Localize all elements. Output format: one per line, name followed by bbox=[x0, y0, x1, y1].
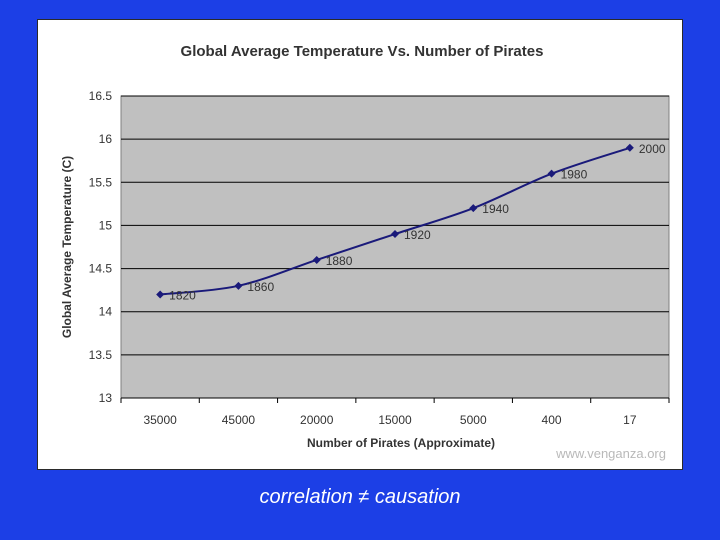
data-label: 1820 bbox=[169, 288, 196, 302]
data-label: 1920 bbox=[404, 228, 431, 242]
y-axis-label: Global Average Temperature (C) bbox=[60, 156, 74, 338]
series-temperature: 1820 1860 1880 1920 1940 1980 2000 bbox=[156, 142, 666, 302]
data-point bbox=[234, 281, 243, 290]
y-tick-label: 16 bbox=[99, 132, 113, 146]
data-point bbox=[469, 204, 478, 213]
data-point bbox=[312, 255, 321, 264]
x-tick-label: 400 bbox=[542, 413, 562, 427]
x-tick-label: 5000 bbox=[460, 413, 487, 427]
plot-area bbox=[120, 95, 670, 399]
y-tick-label: 13.5 bbox=[89, 348, 113, 362]
data-label: 2000 bbox=[639, 142, 666, 156]
x-tick-label: 15000 bbox=[378, 413, 412, 427]
watermark: www.venganza.org bbox=[556, 446, 666, 461]
y-tick-label: 14.5 bbox=[89, 262, 113, 276]
data-point bbox=[547, 169, 556, 178]
x-tick-label: 17 bbox=[623, 413, 637, 427]
chart-title: Global Average Temperature Vs. Number of… bbox=[181, 43, 544, 60]
y-axis: 13 13.5 14 14.5 15 15.5 16 16.5 bbox=[89, 89, 113, 405]
data-label: 1940 bbox=[482, 202, 509, 216]
data-point bbox=[391, 230, 399, 239]
y-tick-label: 15 bbox=[99, 218, 113, 232]
x-axis: 35000 45000 20000 15000 5000 400 17 bbox=[120, 397, 670, 427]
y-tick-label: 16.5 bbox=[89, 89, 113, 103]
data-point bbox=[625, 143, 634, 152]
x-tick-label: 45000 bbox=[222, 413, 256, 427]
data-point bbox=[156, 290, 165, 299]
y-tick-label: 14 bbox=[99, 305, 113, 319]
data-label: 1980 bbox=[561, 168, 588, 182]
caption: correlation ≠ causation bbox=[259, 486, 461, 508]
chart: Global Average Temperature Vs. Number of… bbox=[60, 43, 670, 450]
x-tick-label: 20000 bbox=[300, 413, 334, 427]
chart-image: Global Average Temperature Vs. Number of… bbox=[37, 19, 683, 470]
x-tick-label: 35000 bbox=[143, 413, 177, 427]
data-label: 1880 bbox=[326, 254, 353, 268]
gridlines bbox=[121, 95, 669, 399]
y-tick-label: 15.5 bbox=[89, 175, 113, 189]
y-tick-label: 13 bbox=[99, 391, 113, 405]
data-label: 1860 bbox=[247, 280, 274, 294]
x-axis-label: Number of Pirates (Approximate) bbox=[307, 436, 495, 450]
